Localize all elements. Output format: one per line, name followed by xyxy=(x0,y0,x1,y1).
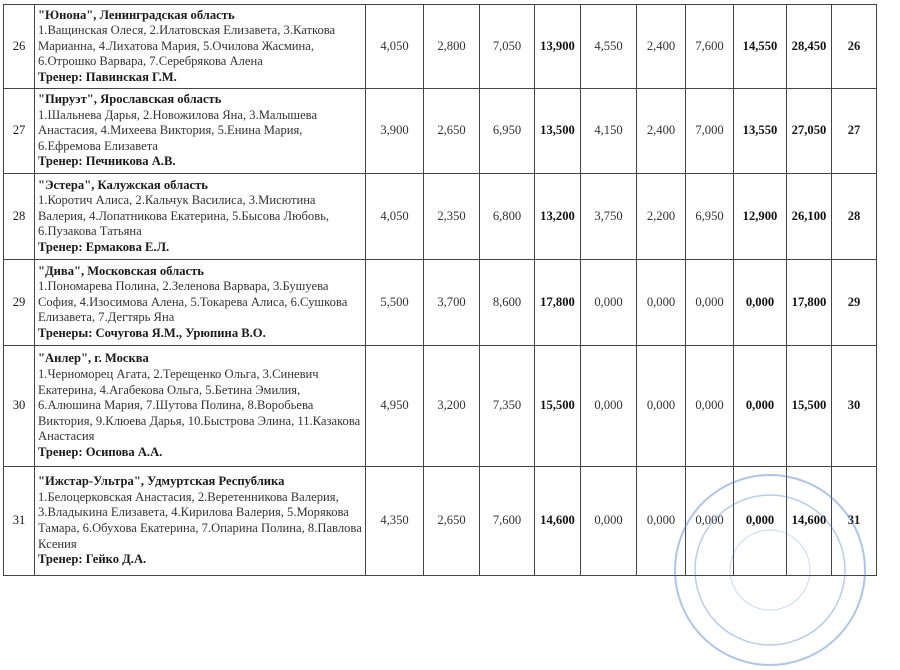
score-cell: 0,000 xyxy=(685,345,734,467)
score-cell: 0,000 xyxy=(636,345,686,467)
place-cell: 28 xyxy=(831,173,877,260)
score-cell: 13,550 xyxy=(733,88,787,174)
row-index: 31 xyxy=(3,466,35,576)
table-row: 26 "Юнона", Ленинградская область 1.Ващин… xyxy=(3,4,877,89)
team-coach: Тренер: Осипова А.А. xyxy=(38,444,163,459)
table-row: 27 "Пируэт", Ярославская область 1.Шальне… xyxy=(3,88,877,174)
score-cell: 0,000 xyxy=(685,259,734,346)
score-cell: 14,600 xyxy=(534,466,581,576)
row-index: 28 xyxy=(3,173,35,260)
team-coach: Тренеры: Сочугова Я.М., Урюпина В.О. xyxy=(38,325,266,340)
score-cell: 2,200 xyxy=(636,173,686,260)
score-cell: 0,000 xyxy=(636,466,686,576)
score-cell: 12,900 xyxy=(733,173,787,260)
team-coach: Тренер: Павинская Г.М. xyxy=(38,69,177,84)
score-cell: 8,600 xyxy=(479,259,535,346)
team-members: 1.Коротич Алиса, 2.Кальчук Василиса, 3.М… xyxy=(38,193,330,239)
score-cell: 15,500 xyxy=(786,345,832,467)
score-cell: 0,000 xyxy=(733,466,787,576)
score-cell: 2,800 xyxy=(423,4,480,89)
score-cell: 2,650 xyxy=(423,466,480,576)
score-cell: 0,000 xyxy=(580,466,637,576)
score-cell: 7,600 xyxy=(479,466,535,576)
score-cell: 0,000 xyxy=(685,466,734,576)
team-cell: "Юнона", Ленинградская область 1.Ващинска… xyxy=(34,4,366,89)
score-cell: 6,800 xyxy=(479,173,535,260)
team-coach: Тренер: Ермакова Е.Л. xyxy=(38,239,170,254)
team-name: "Анлер", г. Москва xyxy=(38,351,149,366)
score-cell: 4,350 xyxy=(365,466,424,576)
table-row: 30 "Анлер", г. Москва 1.Черноморец Агата,… xyxy=(3,345,877,467)
score-cell: 17,800 xyxy=(786,259,832,346)
team-cell: "Анлер", г. Москва 1.Черноморец Агата, 2.… xyxy=(34,345,366,467)
score-cell: 2,350 xyxy=(423,173,480,260)
score-cell: 6,950 xyxy=(479,88,535,174)
place-cell: 30 xyxy=(831,345,877,467)
team-name: "Ижстар-Ультра", Удмуртская Республика xyxy=(38,474,285,489)
team-name: "Юнона", Ленинградская область xyxy=(38,7,235,22)
score-cell: 13,200 xyxy=(534,173,581,260)
row-index: 29 xyxy=(3,259,35,346)
score-cell: 0,000 xyxy=(636,259,686,346)
score-cell: 15,500 xyxy=(534,345,581,467)
score-cell: 17,800 xyxy=(534,259,581,346)
score-cell: 7,350 xyxy=(479,345,535,467)
score-cell: 7,000 xyxy=(685,88,734,174)
row-index: 30 xyxy=(3,345,35,467)
team-name: "Эстера", Калужская область xyxy=(38,177,208,192)
team-members: 1.Черноморец Агата, 2.Терещенко Ольга, 3… xyxy=(38,367,361,444)
score-cell: 5,500 xyxy=(365,259,424,346)
team-members: 1.Шальнева Дарья, 2.Новожилова Яна, 3.Ма… xyxy=(38,107,318,153)
team-members: 1.Ващинская Олеся, 2.Илатовская Елизавет… xyxy=(38,23,336,69)
score-cell: 13,900 xyxy=(534,4,581,89)
table-row: 31 "Ижстар-Ультра", Удмуртская Республик… xyxy=(3,466,877,576)
team-members: 1.Белоцерковская Анастасия, 2.Веретенник… xyxy=(38,489,362,551)
team-name: "Пируэт", Ярославская область xyxy=(38,92,222,107)
score-cell: 13,500 xyxy=(534,88,581,174)
score-cell: 2,400 xyxy=(636,88,686,174)
table-row: 28 "Эстера", Калужская область 1.Коротич … xyxy=(3,173,877,260)
score-cell: 4,050 xyxy=(365,4,424,89)
score-cell: 27,050 xyxy=(786,88,832,174)
team-cell: "Дива", Московская область 1.Пономарева П… xyxy=(34,259,366,346)
score-cell: 0,000 xyxy=(733,259,787,346)
score-cell: 4,950 xyxy=(365,345,424,467)
row-index: 26 xyxy=(3,4,35,89)
score-cell: 6,950 xyxy=(685,173,734,260)
score-cell: 0,000 xyxy=(580,259,637,346)
score-cell: 7,050 xyxy=(479,4,535,89)
score-cell: 3,750 xyxy=(580,173,637,260)
team-coach: Тренер: Гейко Д.А. xyxy=(38,552,147,567)
score-cell: 4,050 xyxy=(365,173,424,260)
team-name: "Дива", Московская область xyxy=(38,263,204,278)
score-cell: 0,000 xyxy=(733,345,787,467)
score-cell: 7,600 xyxy=(685,4,734,89)
team-coach: Тренер: Печникова А.В. xyxy=(38,154,176,169)
team-cell: "Пируэт", Ярославская область 1.Шальнева … xyxy=(34,88,366,174)
score-cell: 3,700 xyxy=(423,259,480,346)
score-cell: 26,100 xyxy=(786,173,832,260)
row-index: 27 xyxy=(3,88,35,174)
score-cell: 4,150 xyxy=(580,88,637,174)
team-cell: "Эстера", Калужская область 1.Коротич Али… xyxy=(34,173,366,260)
score-cell: 0,000 xyxy=(580,345,637,467)
score-cell: 3,900 xyxy=(365,88,424,174)
score-cell: 28,450 xyxy=(786,4,832,89)
place-cell: 29 xyxy=(831,259,877,346)
score-cell: 2,400 xyxy=(636,4,686,89)
score-cell: 14,550 xyxy=(733,4,787,89)
score-cell: 3,200 xyxy=(423,345,480,467)
place-cell: 27 xyxy=(831,88,877,174)
table-row: 29 "Дива", Московская область 1.Пономарев… xyxy=(3,259,877,346)
score-cell: 14,600 xyxy=(786,466,832,576)
place-cell: 31 xyxy=(831,466,877,576)
score-cell: 4,550 xyxy=(580,4,637,89)
results-table: 26 "Юнона", Ленинградская область 1.Ващин… xyxy=(3,4,877,576)
team-members: 1.Пономарева Полина, 2.Зеленова Варвара,… xyxy=(38,279,348,325)
score-cell: 2,650 xyxy=(423,88,480,174)
team-cell: "Ижстар-Ультра", Удмуртская Республика 1.… xyxy=(34,466,366,576)
place-cell: 26 xyxy=(831,4,877,89)
